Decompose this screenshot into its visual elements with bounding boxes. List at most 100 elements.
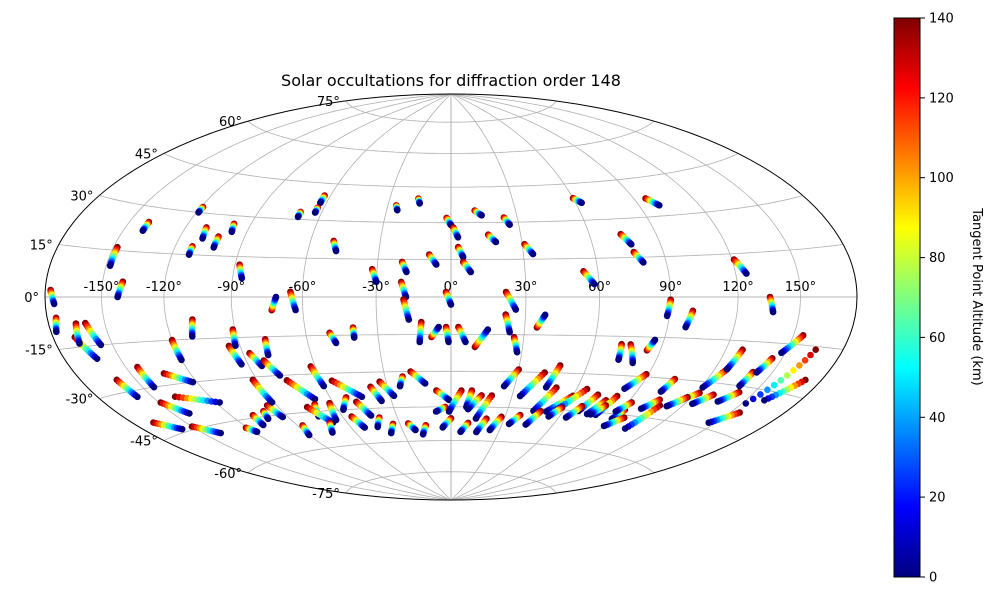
- occultation-point: [97, 341, 105, 349]
- occultation-point: [801, 357, 809, 364]
- lat-tick-label: 45°: [135, 148, 158, 163]
- occultation-point: [505, 420, 513, 428]
- occultation-point: [522, 421, 529, 428]
- occultation-point: [394, 206, 401, 214]
- parallel-line: [247, 440, 655, 474]
- occultation-point: [506, 221, 513, 228]
- occultation-point: [332, 339, 340, 347]
- occultation-point: [657, 388, 665, 395]
- occultation-point: [500, 382, 508, 390]
- occultation-point: [439, 424, 447, 431]
- lon-tick-label: 30°: [514, 280, 537, 295]
- lat-tick-label: -15°: [25, 344, 53, 359]
- occultation-point: [305, 431, 313, 439]
- occultation-point: [506, 328, 513, 336]
- colorbar-tick-label: 80: [929, 251, 946, 266]
- occultation-point: [238, 361, 245, 368]
- lon-tick-label: 120°: [722, 280, 753, 295]
- occultation-point: [484, 326, 492, 333]
- occultation-point: [578, 199, 585, 207]
- lat-tick-label: 0°: [24, 291, 39, 306]
- occultation-points: [47, 192, 819, 439]
- occultation-point: [189, 378, 197, 386]
- occultation-point: [195, 209, 202, 216]
- occultation-point: [332, 416, 340, 424]
- occultation-point: [445, 396, 453, 404]
- lon-tick-label: -30°: [362, 280, 390, 295]
- occultation-point: [106, 262, 114, 270]
- occultation-point: [294, 213, 302, 221]
- occultation-point: [340, 406, 347, 414]
- occultation-point: [178, 425, 186, 433]
- occultation-point: [416, 200, 424, 207]
- occultation-point: [432, 408, 440, 415]
- occultation-point: [292, 306, 299, 314]
- colorbar-tick-label: 40: [929, 411, 946, 426]
- colorbar: 0 20 40 60 80 100 120 140 Tangent Point Altitud…: [893, 12, 984, 586]
- occultation-point: [260, 421, 267, 429]
- occultation-point: [663, 312, 671, 320]
- occultation-point: [542, 384, 550, 391]
- occultation-point: [454, 234, 462, 241]
- occultation-point: [770, 381, 778, 389]
- occultation-point: [587, 411, 594, 418]
- occultation-point: [311, 395, 319, 403]
- lon-tick-label: -60°: [289, 280, 317, 295]
- occultation-point: [769, 308, 777, 316]
- occultation-point: [403, 268, 410, 276]
- occultation-point: [238, 274, 246, 282]
- lat-tick-label: -60°: [214, 467, 242, 482]
- colorbar-tick-label: 20: [929, 491, 946, 506]
- occultation-point: [232, 342, 239, 350]
- occultation-point: [778, 349, 785, 357]
- occultation-point: [320, 382, 328, 390]
- occultation-point: [656, 202, 663, 209]
- occultation-point: [216, 399, 223, 406]
- lat-tick-label: 30°: [70, 190, 93, 205]
- lon-tick-label: 90°: [659, 280, 682, 295]
- occultation-point: [93, 355, 101, 363]
- occultation-point: [53, 328, 60, 336]
- occultation-point: [412, 426, 419, 434]
- occultation-point: [134, 393, 141, 401]
- lon-tick-label: -90°: [217, 280, 245, 295]
- lon-tick-label: 150°: [785, 280, 816, 295]
- occultation-point: [199, 235, 206, 242]
- colorbar-tick-label: 60: [929, 331, 946, 346]
- occultation-point: [473, 428, 480, 436]
- lat-tick-label: 75°: [317, 95, 340, 110]
- occultation-point: [264, 415, 272, 423]
- colorbar-ticks: 0 20 40 60 80 100 120 140: [920, 12, 954, 586]
- occultation-point: [390, 392, 398, 400]
- parallel-line: [163, 153, 739, 188]
- occultation-point: [714, 398, 722, 405]
- occultation-point: [743, 270, 750, 277]
- occultation-point: [812, 346, 819, 354]
- occultation-point: [419, 431, 427, 438]
- occultation-point: [445, 338, 452, 346]
- lat-tick-label: 60°: [219, 115, 242, 130]
- occultation-point: [541, 311, 549, 319]
- occultation-point: [742, 400, 750, 407]
- occultation-point: [600, 422, 608, 430]
- occultation-point: [749, 395, 757, 403]
- occultation-point: [462, 338, 469, 346]
- parallel-line: [345, 100, 557, 123]
- lat-tick-label: 15°: [30, 239, 53, 254]
- occultation-point: [529, 250, 537, 258]
- occultation-point: [753, 369, 760, 376]
- colorbar-fill: [893, 17, 921, 578]
- occultation-point: [350, 334, 358, 341]
- occultation-point: [761, 397, 768, 404]
- chart-title: Solar occultations for diffraction order…: [281, 71, 621, 90]
- occultation-point: [358, 393, 366, 401]
- occultation-point: [416, 338, 424, 346]
- occultation-point: [467, 268, 475, 276]
- occultation-point: [447, 301, 455, 308]
- colorbar-tick-label: 100: [929, 171, 954, 186]
- occultation-point: [459, 253, 467, 261]
- occultation-point: [513, 348, 521, 356]
- occultation-point: [640, 259, 647, 266]
- occultation-point: [329, 429, 336, 436]
